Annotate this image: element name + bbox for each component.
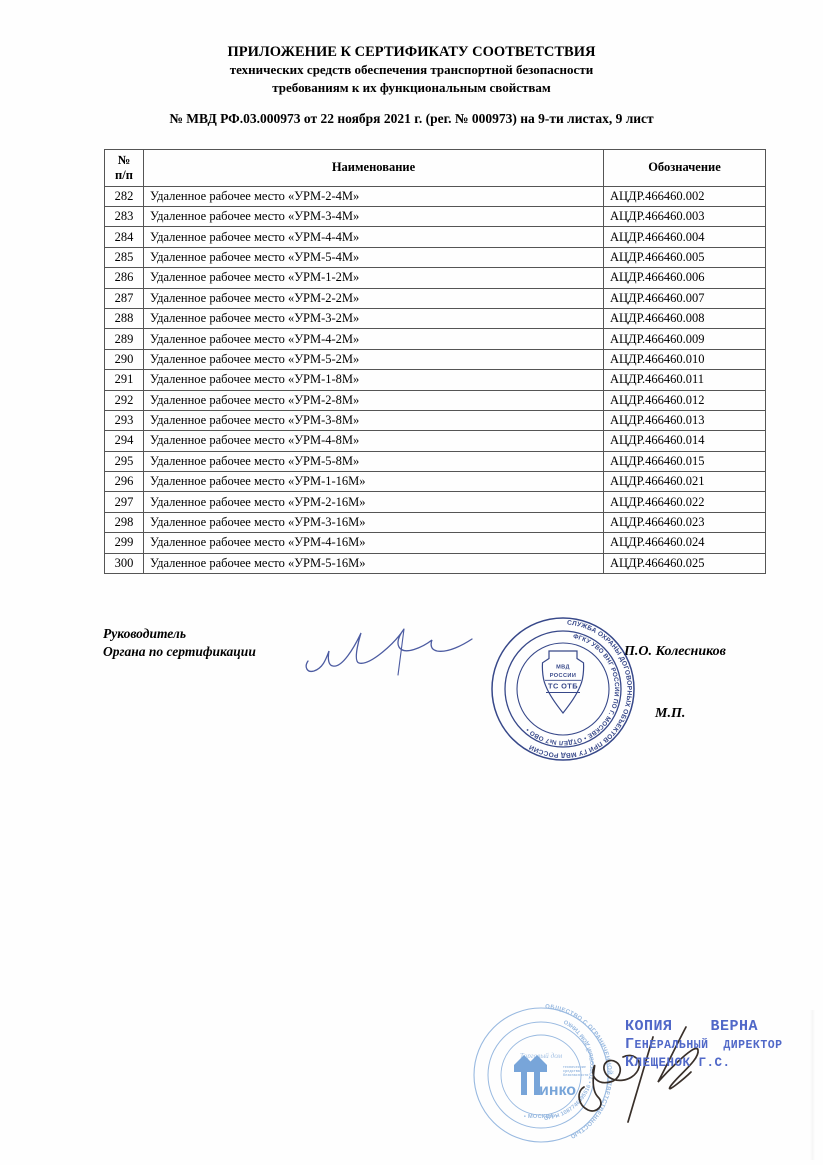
svg-text:ТС ОТБ: ТС ОТБ: [548, 682, 578, 691]
svg-text:• МОСКВА •: • МОСКВА •: [524, 1114, 558, 1120]
svg-text:МВД: МВД: [556, 665, 570, 671]
svg-text:РОССИИ: РОССИИ: [550, 673, 577, 679]
